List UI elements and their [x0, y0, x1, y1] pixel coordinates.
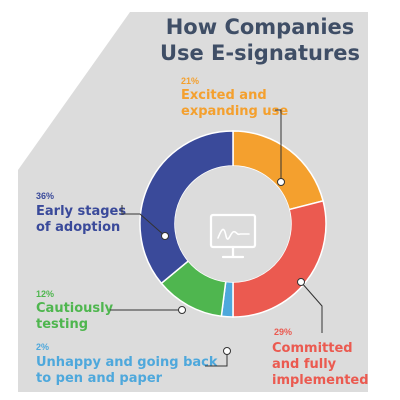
label-cautiously-line-1: Cautiously — [36, 301, 114, 316]
label-excited-line-2: expanding use — [181, 104, 288, 119]
donut-slice-early — [139, 130, 234, 285]
e-signature-monitor-icon — [209, 213, 257, 259]
pct-label-cautiously: 12% — [36, 289, 54, 299]
title-line-2: Use E-signatures — [160, 41, 360, 65]
label-unhappy-line-2: to pen and paper — [36, 371, 163, 386]
pct-label-committed: 29% — [274, 327, 292, 337]
slice-label-early: 36% Early stages of adoption — [36, 191, 126, 235]
label-early-line-1: Early stages — [36, 204, 126, 219]
pct-label-unhappy: 2% — [36, 342, 49, 352]
label-committed-line-1: Committed — [272, 341, 353, 356]
marker-committed — [297, 278, 305, 286]
label-committed-line-3: implemented — [272, 373, 369, 388]
label-committed-line-2: and fully — [272, 357, 337, 372]
slice-label-unhappy: 2% Unhappy and going back to pen and pap… — [36, 342, 218, 386]
slice-label-committed: 29% Committed and fully implemented — [272, 327, 369, 388]
marker-cautiously — [178, 306, 186, 314]
marker-excited — [277, 178, 285, 186]
label-cautiously-line-2: testing — [36, 317, 88, 332]
slice-label-excited: 21% Excited and expanding use — [181, 76, 288, 119]
pct-label-early: 36% — [36, 191, 54, 201]
pct-label-excited: 21% — [181, 76, 199, 86]
marker-unhappy — [223, 347, 231, 355]
slice-label-cautiously: 12% Cautiously testing — [36, 289, 114, 332]
label-early-line-2: of adoption — [36, 220, 120, 235]
marker-early — [161, 232, 169, 240]
title-line-1: How Companies — [166, 15, 355, 39]
donut-hole — [175, 166, 291, 282]
label-excited-line-1: Excited and — [181, 88, 267, 103]
leader-excited — [275, 109, 282, 182]
donut-chart — [139, 130, 327, 318]
leader-committed — [300, 281, 323, 333]
label-unhappy-line-1: Unhappy and going back — [36, 355, 218, 370]
leader-unhappy — [205, 351, 228, 367]
leader-early — [121, 205, 166, 237]
